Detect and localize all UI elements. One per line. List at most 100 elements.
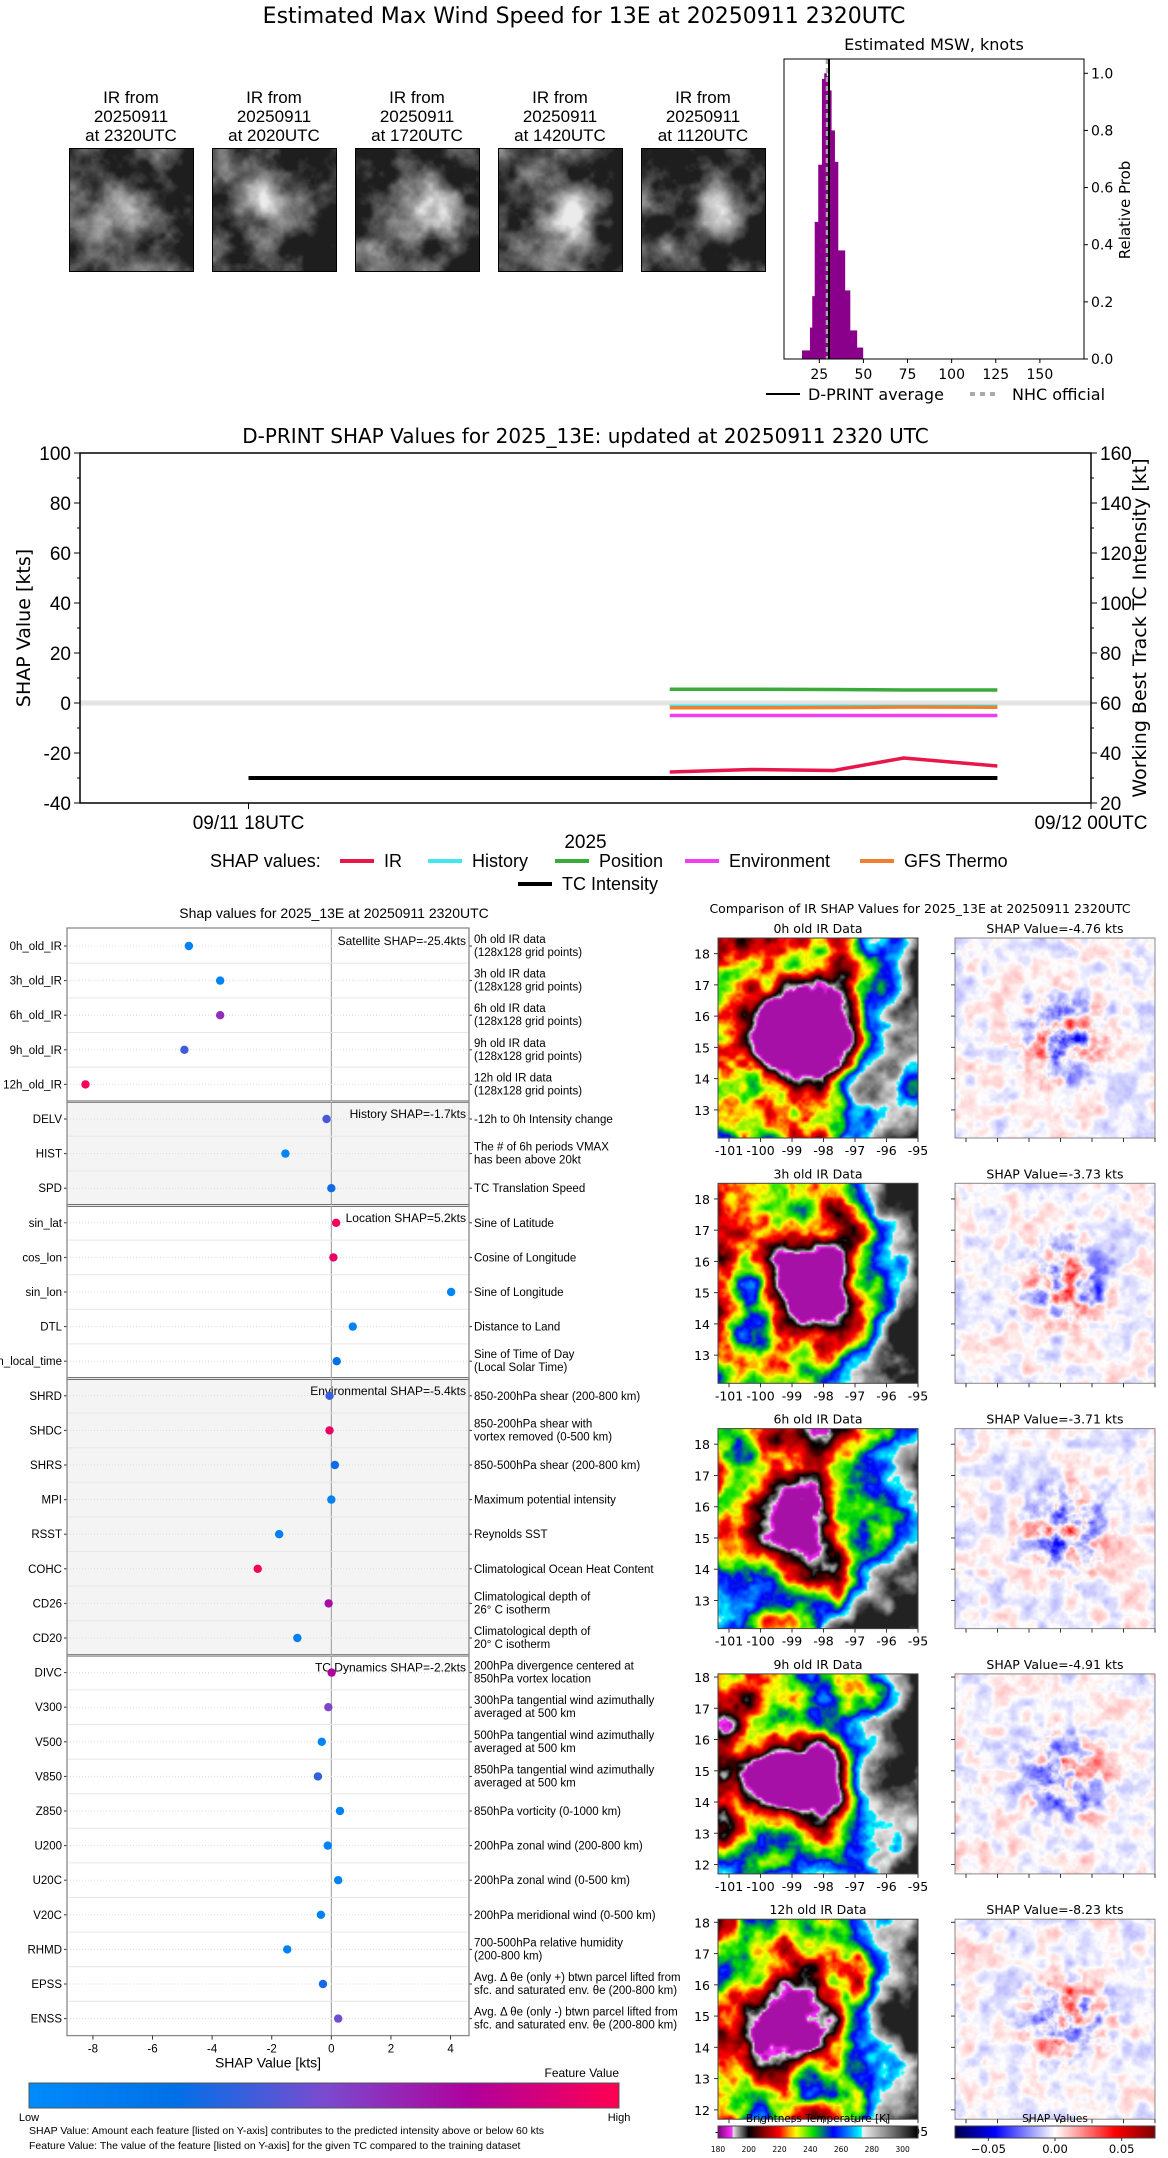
- thumbnail-label: IR from 20250911 at 1420UTC: [514, 88, 606, 145]
- histogram-bar: [802, 350, 811, 359]
- lon-tick-label: -98: [813, 1388, 833, 1403]
- feature-name: RSST: [31, 1529, 62, 1541]
- bt-colorbar-label: Brightness Temperature [K]: [746, 2113, 890, 2125]
- footnote: Feature Value: The value of the feature …: [29, 2140, 521, 2152]
- feature-description-line: averaged at 500 km: [474, 1777, 576, 1789]
- shap-heatmap-image: [955, 1428, 1155, 1629]
- lon-tick-label: -97: [845, 1634, 865, 1649]
- right-y-tick-label: 80: [1100, 644, 1121, 665]
- feature-description-line: 20° C isotherm: [474, 1639, 550, 1651]
- shap-point: [316, 1910, 326, 1920]
- y-tick-label: 1.0: [1091, 66, 1113, 82]
- shap-heatmap-image: [955, 1919, 1155, 2120]
- ir-panel-title: 3h old IR Data: [773, 1166, 862, 1181]
- lon-tick-label: -95: [908, 1143, 928, 1158]
- shap-panel-title: SHAP Value=-4.76 kts: [986, 921, 1123, 936]
- shap-colorbar-tick-label: 0.00: [1042, 2142, 1068, 2156]
- lat-tick-label: 15: [694, 1040, 710, 1055]
- y-tick-label: 20: [50, 644, 71, 665]
- shap-point: [324, 1599, 333, 1608]
- feature-name: sin_lon: [26, 1287, 62, 1299]
- lat-tick-label: 17: [694, 1701, 710, 1716]
- feature-description-line: 700-500hPa relative humidity: [474, 1937, 623, 1949]
- ir-panel-frame: [717, 1182, 919, 1384]
- legend-label: IR: [384, 851, 402, 871]
- ir-panel-frame: [717, 1918, 919, 2120]
- feature-description-line: averaged at 500 km: [474, 1743, 576, 1755]
- feature-description-line: 6h old IR data: [474, 1003, 546, 1015]
- feature-description: Climatological Ocean Heat Content: [474, 1564, 654, 1576]
- x-tick-label: 09/12 00UTC: [1034, 813, 1147, 834]
- shap-plot-title: Shap values for 2025_13E at 20250911 232…: [179, 905, 489, 921]
- feature-name: 3h_old_IR: [10, 976, 62, 988]
- ir-brightness-image: [718, 1183, 918, 1384]
- feature-description-line: averaged at 500 km: [474, 1708, 576, 1720]
- feature-name: 12h_old_IR: [3, 1079, 62, 1091]
- feature-description: Sine of Longitude: [474, 1287, 564, 1299]
- right-y-tick-label: 100: [1100, 594, 1132, 615]
- feature-description: 9h old IR data (128x128 grid points): [474, 1038, 582, 1063]
- lat-tick-label: 18: [694, 1915, 710, 1930]
- shap-heatmap-image: [955, 938, 1155, 1138]
- bt-colorbar-tick: 260: [834, 2145, 849, 2154]
- histogram-bar: [850, 330, 858, 359]
- feature-description-line: -12h to 0h Intensity change: [474, 1114, 613, 1126]
- feature-description-line: 200hPa divergence centered at: [474, 1661, 635, 1673]
- y-tick-label: 0.2: [1091, 295, 1113, 311]
- series-line-position: [669, 687, 998, 692]
- feature-description-line: Cosine of Longitude: [474, 1252, 576, 1264]
- ir-brightness-image: [718, 1919, 918, 2120]
- x-tick-label: 25: [810, 367, 828, 383]
- x-tick-label: 09/11 18UTC: [193, 813, 305, 834]
- histogram-bar: [844, 290, 851, 359]
- lon-tick-label: -98: [813, 1879, 833, 1894]
- shap-point: [317, 1737, 326, 1747]
- histogram-title: Estimated MSW, knots: [844, 35, 1024, 54]
- feature-description-line: (128x128 grid points): [474, 947, 582, 959]
- feature-name: V300: [35, 1702, 62, 1714]
- shap-point: [330, 1460, 340, 1470]
- shap-panel-frame: [954, 1428, 1156, 1630]
- lat-tick-label: 15: [694, 1531, 710, 1546]
- lat-tick-label: 16: [694, 1500, 710, 1515]
- feature-description-line: 850hPa tangential wind azimuthally: [474, 1764, 655, 1776]
- right-y-tick-label: 140: [1100, 494, 1132, 515]
- feature-description-line: 500hPa tangential wind azimuthally: [474, 1730, 655, 1742]
- lon-tick-label: -95: [908, 1388, 928, 1403]
- shap-colorbar-label: SHAP Values: [1022, 2113, 1088, 2125]
- group-shap-annotation: Location SHAP=5.2kts: [346, 1211, 466, 1225]
- shap-point: [335, 1806, 345, 1816]
- feature-description-line: (128x128 grid points): [474, 1085, 582, 1097]
- feature-name: HIST: [36, 1149, 62, 1161]
- feature-description: 500hPa tangential wind azimuthally averag…: [474, 1730, 655, 1755]
- shap-panel-frame: [954, 1918, 1156, 2120]
- shap-point: [324, 1703, 333, 1712]
- feature-name: V20C: [33, 1910, 62, 1922]
- ir-panel-frame: [717, 1428, 919, 1630]
- ir-panel-title: 12h old IR Data: [769, 1902, 866, 1917]
- lon-tick-label: -97: [845, 1388, 865, 1403]
- feature-description-line: 200hPa meridional wind (0-500 km): [474, 1910, 656, 1922]
- feature-description: 850-200hPa shear (200-800 km): [474, 1391, 640, 1403]
- colorbar-label: Feature Value: [545, 2066, 620, 2080]
- thumbnail-label: IR from 20250911 at 2020UTC: [228, 88, 320, 145]
- lat-tick-label: 14: [694, 1072, 710, 1087]
- x-tick-label: -4: [207, 2044, 218, 2056]
- x-tick-label: 0: [328, 2044, 334, 2056]
- lat-tick-label: 13: [694, 1348, 710, 1363]
- lat-tick-label: 15: [694, 1286, 710, 1301]
- y-tick-label: 0.8: [1091, 123, 1113, 139]
- y-axis-label: SHAP Value [kts]: [13, 549, 35, 707]
- lon-tick-label: -97: [845, 1143, 865, 1158]
- ir-thumbnail-image: [212, 148, 337, 272]
- footnote: SHAP Value: Amount each feature [listed …: [29, 2125, 544, 2137]
- legend-label: GFS Thermo: [904, 851, 1008, 871]
- y-tick-label: 0.6: [1091, 181, 1113, 197]
- legend-title: SHAP values:: [210, 851, 321, 871]
- feature-description: 200hPa divergence centered at 850hPa vort…: [474, 1661, 635, 1686]
- lat-tick-label: 18: [694, 1437, 710, 1452]
- feature-name: CD26: [33, 1598, 62, 1610]
- shap-point: [318, 1979, 328, 1989]
- feature-description-line: 200hPa zonal wind (0-500 km): [474, 1875, 630, 1887]
- feature-description-line: (200-800 km): [474, 1950, 543, 1962]
